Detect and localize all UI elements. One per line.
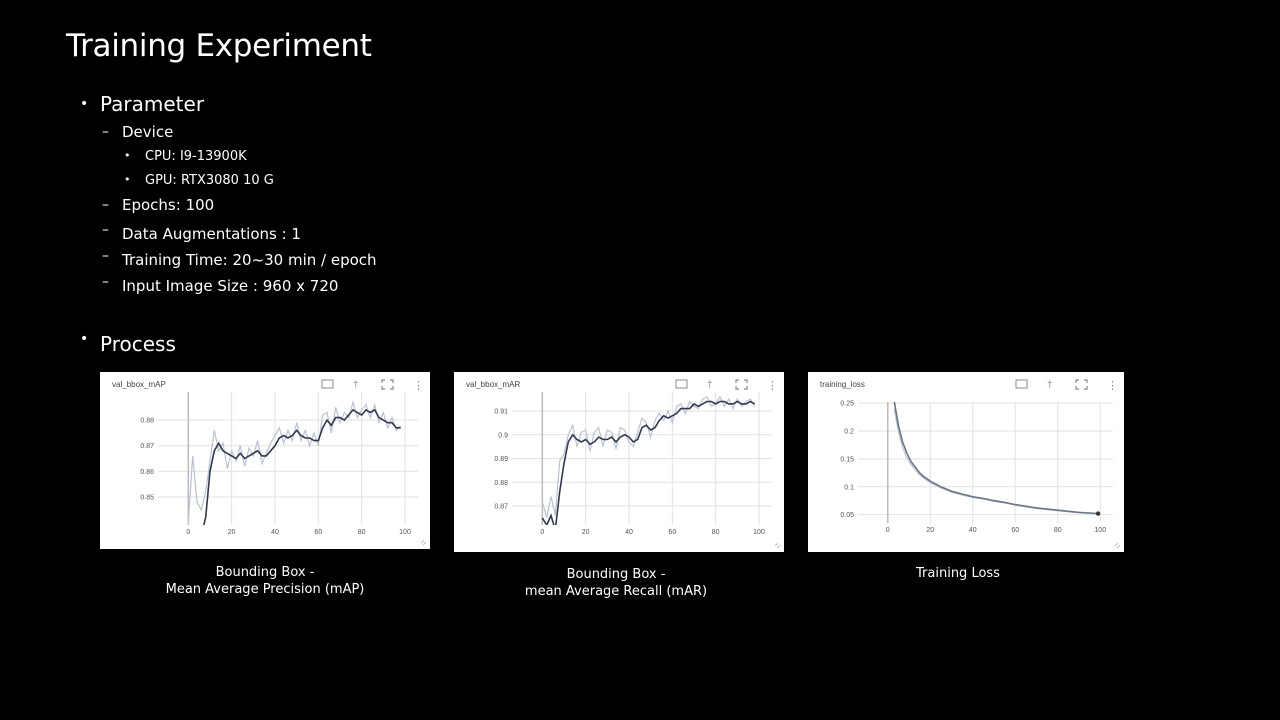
- dash-training-time: –: [102, 248, 109, 264]
- heading-parameter: Parameter: [100, 92, 205, 116]
- resize-grip-icon: [1114, 542, 1121, 549]
- pin-icon: †: [1047, 380, 1053, 391]
- bullet-process: •: [80, 331, 89, 347]
- x-tick-label: 100: [753, 529, 765, 536]
- smoothed-series-line: [893, 402, 1099, 515]
- x-tick-label: 0: [540, 529, 544, 536]
- mar-chart: val_bbox_mAR † ⋮ 0.87 0.88 0.89 0.9 0.91 0 20 40 60…: [466, 379, 781, 549]
- x-tick-label: 100: [399, 529, 411, 536]
- dash-input-size: –: [102, 274, 109, 290]
- more-options-icon: ⋮: [1107, 380, 1118, 392]
- bullet-parameter: •: [80, 96, 89, 112]
- x-tick-label: 60: [1011, 527, 1019, 534]
- caption-loss-line1: Training Loss: [916, 566, 1000, 581]
- cpu-spec: CPU: I9-13900K: [145, 149, 247, 164]
- dash-device: –: [102, 124, 109, 140]
- x-tick-label: 20: [228, 529, 236, 536]
- fullscreen-icon: [381, 379, 394, 390]
- caption-map: Bounding Box - Mean Average Precision (m…: [145, 564, 385, 598]
- y-tick-label: 0.86: [140, 469, 154, 476]
- y-tick-label: 0.88: [494, 480, 508, 487]
- device-label: Device: [122, 123, 174, 141]
- chart-title: training_loss: [820, 380, 865, 389]
- resize-grip-icon: [420, 539, 427, 546]
- x-tick-label: 80: [358, 529, 366, 536]
- more-options-icon: ⋮: [767, 380, 778, 392]
- caption-map-line2: Mean Average Precision (mAP): [165, 582, 365, 597]
- epochs-value: Epochs: 100: [122, 196, 215, 214]
- smoothed-series-line: [541, 400, 756, 525]
- more-options-icon: ⋮: [413, 380, 424, 392]
- expand-icon: [675, 379, 688, 389]
- y-tick-label: 0.87: [140, 443, 154, 450]
- y-tick-label: 0.15: [840, 456, 854, 463]
- y-tick-label: 0.2: [844, 428, 854, 435]
- y-tick-label: 0.25: [840, 401, 854, 408]
- chart-panel-mar: val_bbox_mAR † ⋮ 0.87 0.88 0.89 0.9 0.91 0 20 40 60…: [454, 372, 784, 552]
- x-tick-label: 20: [582, 529, 590, 536]
- bullet-cpu: •: [124, 149, 131, 162]
- x-tick-label: 40: [625, 529, 633, 536]
- last-point-marker: [1095, 511, 1101, 516]
- augmentations-value: Data Augmentations : 1: [122, 225, 301, 243]
- raw-series-line: [893, 408, 1099, 515]
- fullscreen-icon: [1075, 379, 1088, 390]
- expand-icon: [1015, 379, 1028, 389]
- smoothed-series-line: [202, 408, 401, 525]
- raw-series-line: [187, 399, 402, 523]
- caption-mar: Bounding Box - mean Average Recall (mAR): [496, 566, 736, 600]
- caption-loss: Training Loss: [858, 565, 1058, 582]
- heading-process: Process: [100, 332, 176, 356]
- x-tick-label: 40: [969, 527, 977, 534]
- bullet-gpu: •: [124, 173, 131, 186]
- raw-series-line: [541, 395, 756, 519]
- x-tick-label: 0: [886, 527, 890, 534]
- x-tick-label: 60: [668, 529, 676, 536]
- chart-title: val_bbox_mAR: [466, 380, 520, 389]
- chart-panel-map: val_bbox_mAP † ⋮ 0.85 0.86 0.87 0.88 0 20 40 60 80 1…: [100, 372, 430, 549]
- y-tick-label: 0.89: [494, 456, 508, 463]
- input-size-value: Input Image Size : 960 x 720: [122, 277, 339, 295]
- caption-mar-line1: Bounding Box -: [566, 567, 666, 582]
- x-tick-label: 100: [1094, 527, 1106, 534]
- pin-icon: †: [353, 380, 359, 391]
- pin-icon: †: [707, 380, 713, 391]
- y-tick-label: 0.1: [844, 484, 854, 491]
- y-tick-label: 0.85: [140, 494, 154, 501]
- slide-title: Training Experiment: [66, 28, 372, 64]
- map-chart: val_bbox_mAP † ⋮ 0.85 0.86 0.87 0.88 0 20 40 60 80 1…: [112, 379, 427, 546]
- caption-mar-line2: mean Average Recall (mAR): [524, 584, 708, 599]
- chart-panel-loss: training_loss † ⋮ 0.05 0.1 0.15 0.2 0.25 0 20 40 60…: [808, 372, 1124, 552]
- y-tick-label: 0.88: [140, 418, 154, 425]
- x-tick-label: 80: [712, 529, 720, 536]
- x-tick-label: 60: [314, 529, 322, 536]
- y-tick-label: 0.87: [494, 504, 508, 511]
- expand-icon: [321, 379, 334, 389]
- loss-chart: training_loss † ⋮ 0.05 0.1 0.15 0.2 0.25 0 20 40 60…: [820, 379, 1121, 549]
- x-tick-label: 20: [926, 527, 934, 534]
- fullscreen-icon: [735, 379, 748, 390]
- x-tick-label: 0: [186, 529, 190, 536]
- training-time-value: Training Time: 20~30 min / epoch: [122, 251, 377, 269]
- y-tick-label: 0.05: [840, 512, 854, 519]
- resize-grip-icon: [774, 542, 781, 549]
- dash-epochs: –: [102, 197, 109, 213]
- chart-title: val_bbox_mAP: [112, 380, 166, 389]
- dash-augment: –: [102, 222, 109, 238]
- x-tick-label: 80: [1054, 527, 1062, 534]
- y-tick-label: 0.9: [498, 432, 508, 439]
- caption-map-line1: Bounding Box -: [215, 565, 315, 580]
- x-tick-label: 40: [271, 529, 279, 536]
- y-tick-label: 0.91: [494, 409, 508, 416]
- gpu-spec: GPU: RTX3080 10 G: [145, 173, 274, 188]
